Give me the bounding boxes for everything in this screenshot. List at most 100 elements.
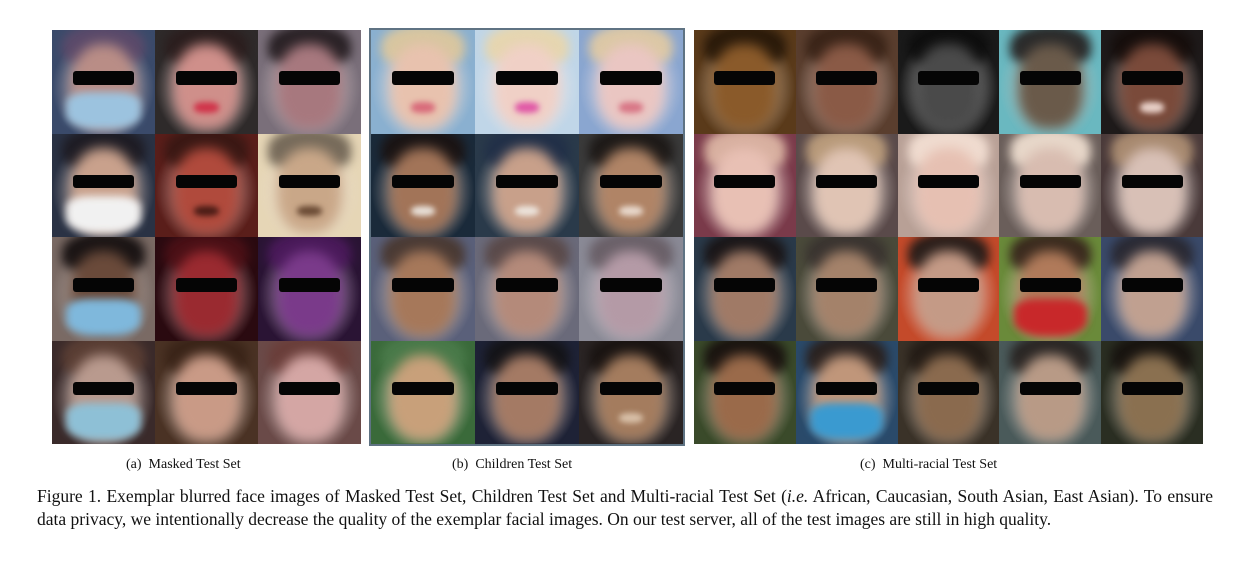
face-region <box>814 44 880 130</box>
privacy-bar <box>391 278 455 292</box>
mouth-region <box>410 205 436 217</box>
privacy-bar <box>495 174 559 189</box>
face-thumbnail <box>52 340 155 444</box>
face-thumbnail <box>258 340 361 444</box>
masked-test-set-grid <box>52 30 361 444</box>
children-test-set-grid <box>369 28 685 446</box>
privacy-bar <box>599 278 663 292</box>
privacy-bar <box>599 174 663 189</box>
face-mask <box>66 299 141 337</box>
face-thumbnail <box>475 237 579 341</box>
privacy-bar <box>816 278 878 292</box>
mouth-region <box>410 102 436 113</box>
face-thumbnail <box>694 237 796 341</box>
privacy-bar <box>278 174 341 189</box>
face-thumbnail <box>371 30 475 134</box>
privacy-bar <box>391 381 455 396</box>
face-thumbnail <box>897 237 1000 341</box>
subcaption-b-title: Children Test Set <box>475 457 573 472</box>
privacy-bar <box>495 71 559 85</box>
privacy-bar <box>917 174 980 189</box>
privacy-bar <box>175 278 238 292</box>
face-region <box>1119 44 1185 130</box>
face-thumbnail <box>999 237 1102 341</box>
face-thumbnail <box>795 237 898 341</box>
privacy-bar <box>175 71 238 85</box>
face-thumbnail <box>52 237 155 341</box>
caption-suffix: African, Caucasian, South Asian, East As… <box>37 486 1213 529</box>
face-region <box>915 251 982 337</box>
face-thumbnail <box>694 30 796 134</box>
face-region <box>276 251 343 337</box>
subcaption-a-label: (a) <box>126 457 142 472</box>
privacy-bar <box>1121 71 1183 85</box>
face-thumbnail <box>579 237 683 341</box>
privacy-bar <box>714 174 776 189</box>
face-region <box>915 44 982 130</box>
face-region <box>276 147 343 233</box>
face-thumbnail <box>52 30 155 134</box>
face-region <box>597 251 665 337</box>
face-thumbnail <box>371 340 475 444</box>
privacy-bar <box>72 381 135 396</box>
privacy-bar <box>917 278 980 292</box>
face-thumbnail <box>371 133 475 237</box>
face-mask <box>1013 299 1087 337</box>
face-thumbnail <box>1101 340 1203 444</box>
face-region <box>173 44 240 130</box>
face-thumbnail <box>897 340 1000 444</box>
face-thumbnail <box>1101 30 1203 134</box>
privacy-bar <box>599 381 663 396</box>
privacy-bar <box>495 278 559 292</box>
face-thumbnail <box>475 133 579 237</box>
face-region <box>1017 147 1083 233</box>
caption-prefix: Figure 1. Exemplar blurred face images o… <box>37 486 787 506</box>
privacy-bar <box>175 174 238 189</box>
face-region <box>276 44 343 130</box>
mouth-region <box>194 102 219 113</box>
face-mask <box>810 402 884 440</box>
mouth-region <box>618 412 644 424</box>
privacy-bar <box>175 381 238 396</box>
mouth-region <box>618 205 644 217</box>
privacy-bar <box>278 278 341 292</box>
face-region <box>712 147 778 233</box>
multi-racial-test-set-grid <box>694 30 1203 444</box>
privacy-bar <box>1019 278 1081 292</box>
face-thumbnail <box>694 133 796 237</box>
privacy-bar <box>599 71 663 85</box>
face-mask <box>66 92 141 130</box>
privacy-bar <box>714 381 776 396</box>
face-thumbnail <box>475 30 579 134</box>
subcaption-a: (a) Masked Test Set <box>126 457 241 473</box>
face-region <box>493 354 561 440</box>
face-thumbnail <box>1101 237 1203 341</box>
face-thumbnail <box>795 30 898 134</box>
privacy-bar <box>1121 174 1183 189</box>
face-thumbnail <box>795 133 898 237</box>
face-thumbnail <box>999 133 1102 237</box>
face-region <box>597 354 665 440</box>
privacy-bar <box>714 278 776 292</box>
face-region <box>814 251 880 337</box>
face-region <box>1017 44 1083 130</box>
face-region <box>1119 354 1185 440</box>
face-region <box>389 251 457 337</box>
face-region <box>173 147 240 233</box>
face-region <box>1017 354 1083 440</box>
face-region <box>173 251 240 337</box>
privacy-bar <box>1019 381 1081 396</box>
subcaption-b-label: (b) <box>452 457 469 472</box>
face-region <box>389 44 457 130</box>
privacy-bar <box>278 381 341 396</box>
mouth-region <box>618 102 644 113</box>
face-thumbnail <box>694 340 796 444</box>
face-region <box>389 147 457 233</box>
face-thumbnail <box>579 30 683 134</box>
mouth-region <box>194 205 219 217</box>
face-region <box>712 251 778 337</box>
face-region <box>915 147 982 233</box>
face-region <box>493 147 561 233</box>
face-thumbnail <box>999 30 1102 134</box>
face-thumbnail <box>897 133 1000 237</box>
